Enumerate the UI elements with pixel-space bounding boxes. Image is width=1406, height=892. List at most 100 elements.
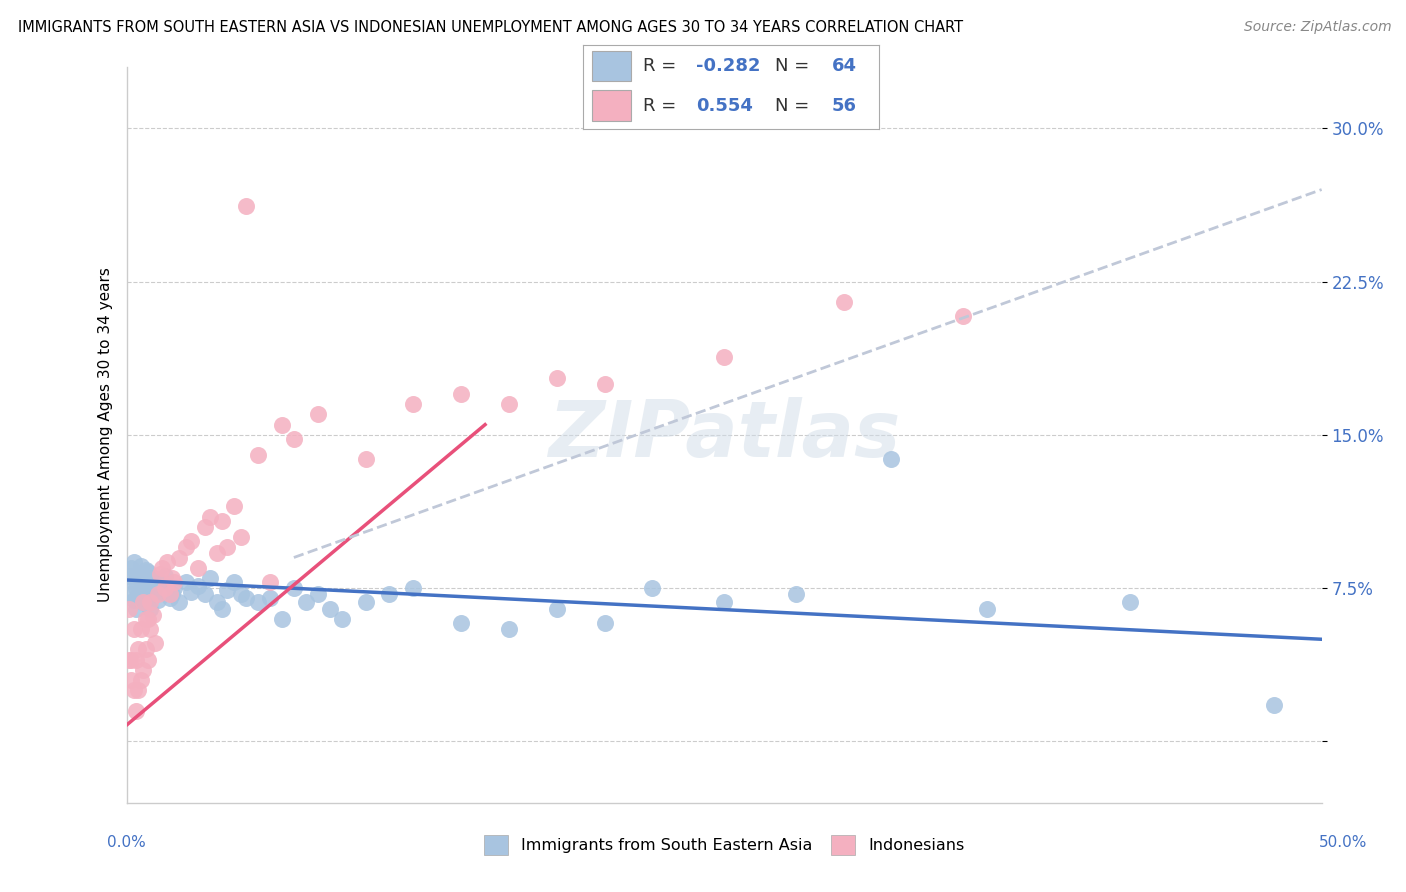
Point bbox=[118, 601, 141, 615]
Point bbox=[231, 587, 253, 601]
Point bbox=[120, 653, 142, 667]
Point bbox=[143, 636, 166, 650]
Text: R =: R = bbox=[643, 57, 682, 75]
Point bbox=[132, 663, 155, 677]
Text: -0.282: -0.282 bbox=[696, 57, 761, 75]
Point bbox=[129, 622, 152, 636]
Point bbox=[194, 520, 217, 534]
Point bbox=[259, 591, 281, 606]
Point bbox=[318, 601, 342, 615]
Point bbox=[247, 448, 270, 462]
Point bbox=[200, 509, 222, 524]
Point bbox=[259, 575, 281, 590]
Point bbox=[231, 530, 253, 544]
Point bbox=[832, 295, 855, 310]
Text: 0.0%: 0.0% bbox=[107, 835, 146, 849]
Point bbox=[127, 642, 149, 657]
Point bbox=[122, 683, 145, 698]
Point bbox=[450, 387, 472, 401]
Point bbox=[149, 566, 172, 581]
Point bbox=[167, 550, 190, 565]
Point bbox=[593, 376, 616, 391]
Point bbox=[976, 601, 998, 615]
Point bbox=[118, 653, 141, 667]
Point bbox=[150, 560, 174, 574]
Point bbox=[174, 575, 197, 590]
Point bbox=[174, 541, 197, 555]
Text: IMMIGRANTS FROM SOUTH EASTERN ASIA VS INDONESIAN UNEMPLOYMENT AMONG AGES 30 TO 3: IMMIGRANTS FROM SOUTH EASTERN ASIA VS IN… bbox=[18, 20, 963, 35]
Point bbox=[1263, 698, 1285, 712]
Point bbox=[122, 575, 145, 590]
Point bbox=[125, 601, 148, 615]
Point bbox=[402, 581, 425, 595]
Point bbox=[546, 370, 568, 384]
Point bbox=[136, 612, 159, 626]
Point bbox=[159, 587, 181, 601]
FancyBboxPatch shape bbox=[592, 90, 631, 120]
Point bbox=[641, 581, 664, 595]
Text: 56: 56 bbox=[831, 96, 856, 114]
Text: 0.554: 0.554 bbox=[696, 96, 752, 114]
Point bbox=[139, 579, 162, 593]
Point bbox=[180, 534, 202, 549]
Point bbox=[139, 595, 162, 609]
Point bbox=[194, 587, 217, 601]
Point bbox=[283, 432, 305, 446]
Point bbox=[120, 673, 142, 688]
Point bbox=[880, 452, 903, 467]
Point bbox=[122, 622, 145, 636]
Point bbox=[307, 587, 329, 601]
Point bbox=[125, 704, 148, 718]
Point bbox=[1119, 595, 1142, 609]
Point bbox=[135, 563, 157, 577]
Point bbox=[153, 569, 176, 583]
Point bbox=[207, 546, 229, 560]
Point bbox=[330, 612, 353, 626]
Point bbox=[785, 587, 807, 601]
Point bbox=[127, 683, 149, 698]
Text: ZIPatlas: ZIPatlas bbox=[548, 397, 900, 473]
Point bbox=[142, 571, 165, 585]
Point bbox=[215, 583, 238, 598]
Point bbox=[135, 612, 157, 626]
FancyBboxPatch shape bbox=[592, 51, 631, 81]
Point bbox=[153, 581, 176, 595]
Point bbox=[952, 310, 974, 324]
Text: 64: 64 bbox=[831, 57, 856, 75]
Point bbox=[156, 555, 179, 569]
Point bbox=[163, 581, 186, 595]
Point bbox=[294, 595, 316, 609]
Point bbox=[129, 573, 152, 587]
Point bbox=[187, 579, 209, 593]
Point bbox=[146, 593, 169, 607]
Point bbox=[127, 566, 149, 581]
Point bbox=[127, 590, 149, 604]
Point bbox=[129, 558, 152, 573]
Point bbox=[222, 500, 246, 514]
Point bbox=[498, 622, 520, 636]
Point bbox=[207, 595, 229, 609]
Point bbox=[211, 514, 233, 528]
Point bbox=[156, 579, 179, 593]
Point bbox=[132, 595, 155, 609]
Point bbox=[211, 601, 233, 615]
Point bbox=[159, 591, 181, 606]
Text: R =: R = bbox=[643, 96, 682, 114]
Point bbox=[283, 581, 305, 595]
Point bbox=[125, 653, 148, 667]
Text: Source: ZipAtlas.com: Source: ZipAtlas.com bbox=[1244, 20, 1392, 34]
Point bbox=[450, 615, 472, 630]
Point bbox=[160, 571, 183, 585]
Point bbox=[125, 581, 148, 595]
Point bbox=[402, 397, 425, 411]
Point bbox=[132, 585, 155, 599]
Point bbox=[235, 591, 257, 606]
Point bbox=[135, 642, 157, 657]
Text: 50.0%: 50.0% bbox=[1319, 835, 1367, 849]
Point bbox=[270, 612, 294, 626]
Point bbox=[200, 571, 222, 585]
Point bbox=[118, 569, 141, 583]
Point bbox=[378, 587, 401, 601]
Point bbox=[247, 595, 270, 609]
Point bbox=[142, 607, 165, 622]
